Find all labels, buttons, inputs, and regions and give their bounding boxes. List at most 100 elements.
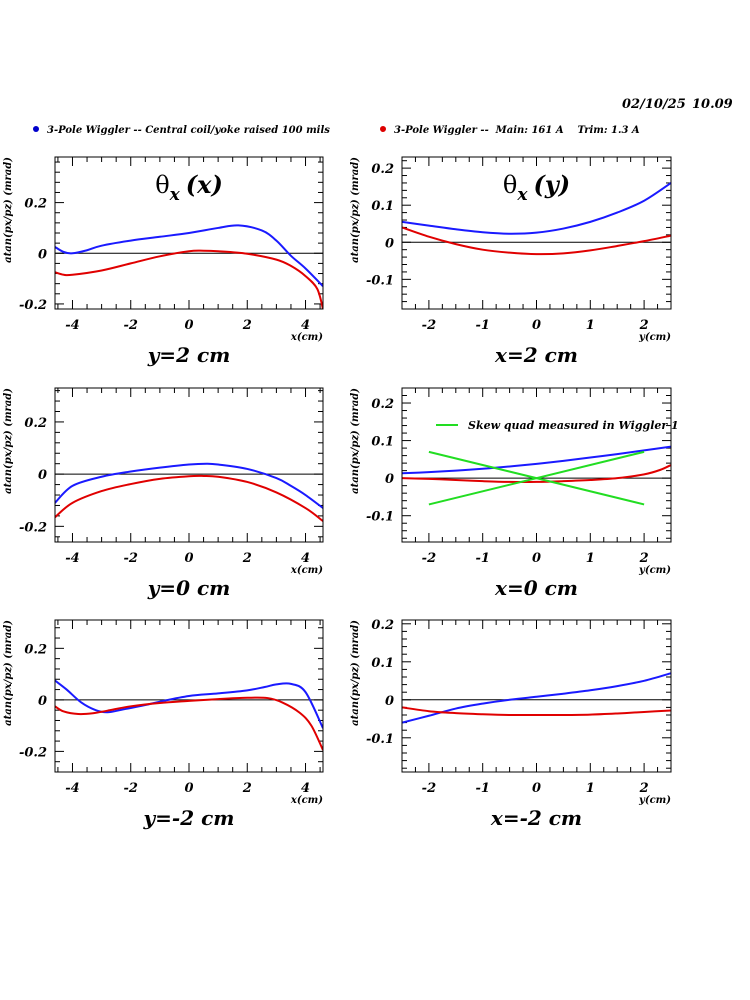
annotation-label: Skew quad measured in Wiggler 1 (468, 419, 679, 432)
x-axis-label: x(cm) (290, 565, 323, 576)
x-tick-label: 0 (532, 318, 541, 333)
y-tick-label: 0 (385, 472, 394, 487)
series-red-line-2 (402, 706, 671, 717)
series-blue-line-1 (55, 679, 323, 729)
panel-caption: x=2 cm (494, 343, 578, 367)
x-tick-label: -2 (422, 318, 436, 333)
x-axis-label: y(cm) (638, 795, 671, 806)
series-green-line-4 (428, 450, 645, 506)
y-tick-label: 0 (38, 694, 47, 709)
x-tick-label: 2 (242, 551, 252, 566)
y-tick-label: -0.1 (366, 273, 394, 288)
series-blue-line-1 (402, 182, 671, 235)
plot-frame (401, 619, 672, 773)
y-axis-label: atan(px/pz) (mrad) (3, 388, 14, 494)
series-blue-line-1 (55, 224, 323, 287)
plot-frame (54, 387, 324, 543)
x-tick-label: 0 (532, 781, 541, 796)
panel-caption: x=0 cm (494, 576, 578, 600)
series-red-line-2 (55, 249, 323, 309)
panel-5: -4 -2 0 2 4 -0.2 0 0.2 x(cm) atan(px/pz) (mrad) y=… (3, 619, 324, 830)
x-tick-label: -2 (422, 551, 436, 566)
panels: -4 -2 0 2 4 -0.2 0 0.2 x(cm) atan(px/pz) (mrad) y=… (3, 156, 679, 830)
panel-title: θx (x) (155, 170, 223, 205)
plot-frame (54, 619, 324, 773)
x-tick-label: 0 (184, 781, 193, 796)
legend-marker-red (380, 126, 386, 132)
y-tick-label: 0.2 (371, 162, 394, 177)
plot-frame (401, 387, 672, 543)
x-tick-label: 4 (301, 318, 310, 333)
legend-label-blue: 3-Pole Wiggler -- Central coil/yoke rais… (47, 125, 330, 136)
x-tick-label: -2 (422, 781, 436, 796)
x-tick-label: 2 (242, 781, 252, 796)
y-tick-label: -0.2 (19, 520, 47, 535)
y-tick-label: 0 (38, 247, 47, 262)
x-tick-label: -1 (475, 781, 489, 796)
y-tick-label: -0.2 (19, 298, 47, 313)
time-label: 10.09 (692, 97, 733, 112)
y-tick-label: 0.2 (371, 618, 394, 633)
x-tick-label: -2 (124, 551, 138, 566)
y-tick-label: 0 (385, 694, 394, 709)
panel-caption: y=2 cm (147, 343, 231, 367)
y-axis-label: atan(px/pz) (mrad) (3, 620, 14, 726)
title-argument: (y) (533, 170, 570, 199)
x-tick-label: 2 (639, 781, 649, 796)
y-tick-label: -0.1 (366, 732, 394, 747)
series-red-line-2 (402, 464, 671, 483)
title-argument: (x) (186, 170, 223, 199)
x-tick-label: 0 (532, 551, 541, 566)
y-tick-label: 0.1 (371, 435, 394, 450)
x-tick-label: -4 (65, 551, 79, 566)
title-theta: θ (503, 171, 517, 199)
series-red-line-2 (55, 474, 323, 522)
date-label: 02/10/25 (622, 97, 686, 112)
x-axis-label: y(cm) (638, 565, 671, 576)
title-subscript: x (169, 185, 181, 205)
x-tick-label: -4 (65, 781, 79, 796)
x-tick-label: 0 (184, 318, 193, 333)
panel-3: -4 -2 0 2 4 -0.2 0 0.2 x(cm) atan(px/pz) (mrad) y=… (3, 387, 324, 600)
y-tick-label: 0.1 (371, 199, 394, 214)
series-red-line-2 (55, 696, 323, 751)
series-red-line-2 (402, 226, 671, 256)
panel-4: -2 -1 0 1 2 -0.1 0 0.1 0.2 y(cm) atan(px/pz) (mrad… (350, 387, 679, 600)
legend-label-red: 3-Pole Wiggler -- Main: 161 A Trim: 1.3 … (394, 125, 640, 136)
x-tick-label: 0 (184, 551, 193, 566)
x-axis-label: y(cm) (638, 332, 671, 343)
x-tick-label: 1 (586, 781, 595, 796)
x-tick-label: 1 (586, 551, 595, 566)
x-tick-label: 4 (301, 551, 310, 566)
x-tick-label: 2 (639, 318, 649, 333)
header: 02/10/25 10.09 3-Pole Wiggler -- Central… (33, 97, 733, 136)
x-tick-label: -1 (475, 551, 489, 566)
x-tick-label: 2 (242, 318, 252, 333)
series-blue-line-1 (402, 672, 671, 724)
panel-1: -4 -2 0 2 4 -0.2 0 0.2 x(cm) atan(px/pz) (mrad) y=… (3, 156, 324, 367)
y-axis-label: atan(px/pz) (mrad) (3, 157, 14, 263)
y-axis-label: atan(px/pz) (mrad) (350, 157, 361, 263)
y-tick-label: 0 (38, 468, 47, 483)
x-tick-label: -4 (65, 318, 79, 333)
panel-caption: x=-2 cm (490, 806, 582, 830)
panel-2: -2 -1 0 1 2 -0.1 0 0.1 0.2 y(cm) atan(px/pz) (mrad… (350, 156, 672, 367)
y-axis-label: atan(px/pz) (mrad) (350, 620, 361, 726)
x-axis-label: x(cm) (290, 332, 323, 343)
x-tick-label: 4 (301, 781, 310, 796)
panel-caption: y=-2 cm (143, 806, 235, 830)
series-blue-line-1 (402, 445, 671, 475)
y-tick-label: 0.2 (24, 197, 47, 212)
x-tick-label: 2 (639, 551, 649, 566)
title-theta: θ (155, 171, 169, 199)
x-tick-label: -2 (124, 781, 138, 796)
plot-frame (401, 156, 672, 310)
y-tick-label: -0.2 (19, 745, 47, 760)
x-tick-label: -2 (124, 318, 138, 333)
y-tick-label: 0.2 (371, 397, 394, 412)
panel-caption: y=0 cm (147, 576, 231, 600)
x-tick-label: -1 (475, 318, 489, 333)
y-tick-label: -0.1 (366, 510, 394, 525)
panel-6: -2 -1 0 1 2 -0.1 0 0.1 0.2 y(cm) atan(px/pz) (mrad… (350, 618, 672, 830)
